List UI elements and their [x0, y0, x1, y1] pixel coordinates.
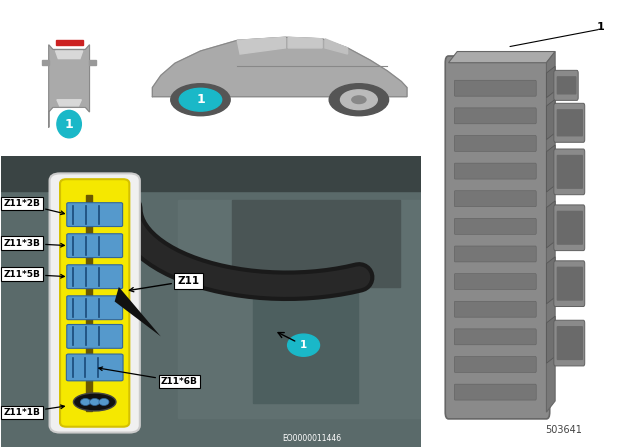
FancyBboxPatch shape — [557, 76, 577, 95]
Circle shape — [57, 110, 81, 138]
FancyBboxPatch shape — [67, 265, 123, 289]
Polygon shape — [237, 37, 285, 54]
Text: 1: 1 — [597, 22, 605, 32]
FancyBboxPatch shape — [454, 108, 536, 124]
Polygon shape — [547, 66, 555, 98]
Polygon shape — [325, 39, 348, 54]
Polygon shape — [56, 40, 83, 45]
Text: Z11*1B: Z11*1B — [3, 405, 65, 417]
FancyBboxPatch shape — [554, 149, 585, 195]
Circle shape — [99, 398, 109, 405]
FancyBboxPatch shape — [554, 320, 585, 366]
FancyBboxPatch shape — [454, 274, 536, 289]
Circle shape — [287, 334, 319, 356]
FancyBboxPatch shape — [454, 80, 536, 96]
FancyBboxPatch shape — [67, 324, 123, 348]
FancyBboxPatch shape — [557, 326, 583, 360]
FancyBboxPatch shape — [445, 56, 550, 419]
Polygon shape — [1, 156, 421, 447]
Polygon shape — [547, 145, 555, 192]
Ellipse shape — [74, 393, 116, 411]
Text: Z11*5B: Z11*5B — [3, 270, 64, 279]
Circle shape — [182, 90, 219, 110]
FancyBboxPatch shape — [554, 261, 585, 306]
Text: 503641: 503641 — [545, 426, 582, 435]
Polygon shape — [547, 52, 555, 412]
Polygon shape — [42, 60, 49, 65]
Polygon shape — [178, 200, 421, 418]
FancyBboxPatch shape — [454, 246, 536, 262]
Circle shape — [329, 84, 388, 116]
Polygon shape — [547, 316, 555, 363]
FancyBboxPatch shape — [554, 70, 578, 100]
Polygon shape — [56, 51, 83, 59]
FancyBboxPatch shape — [60, 179, 129, 426]
Polygon shape — [86, 195, 92, 411]
Circle shape — [81, 398, 90, 405]
FancyBboxPatch shape — [454, 329, 536, 345]
Polygon shape — [547, 201, 555, 248]
Circle shape — [171, 84, 230, 116]
FancyBboxPatch shape — [554, 205, 585, 250]
FancyBboxPatch shape — [557, 211, 583, 245]
Text: 1: 1 — [65, 117, 74, 131]
Circle shape — [193, 96, 207, 103]
FancyBboxPatch shape — [454, 163, 536, 179]
Text: Z11*2B: Z11*2B — [3, 199, 65, 215]
FancyBboxPatch shape — [454, 301, 536, 317]
Polygon shape — [90, 60, 96, 65]
FancyBboxPatch shape — [454, 218, 536, 234]
FancyBboxPatch shape — [67, 296, 123, 319]
Polygon shape — [57, 100, 81, 106]
Polygon shape — [547, 257, 555, 304]
Polygon shape — [115, 287, 161, 336]
FancyBboxPatch shape — [557, 109, 583, 137]
Polygon shape — [547, 99, 555, 140]
FancyBboxPatch shape — [454, 135, 536, 151]
Circle shape — [352, 96, 366, 103]
Text: Z11*6B: Z11*6B — [99, 367, 198, 386]
Circle shape — [340, 90, 377, 110]
FancyBboxPatch shape — [49, 173, 140, 433]
Text: EO0000011446: EO0000011446 — [282, 434, 342, 443]
FancyBboxPatch shape — [557, 267, 583, 301]
FancyBboxPatch shape — [557, 155, 583, 189]
Circle shape — [90, 398, 100, 405]
Polygon shape — [288, 37, 322, 48]
FancyBboxPatch shape — [67, 354, 123, 381]
FancyBboxPatch shape — [554, 103, 585, 142]
Polygon shape — [49, 45, 90, 127]
Polygon shape — [152, 37, 407, 97]
FancyBboxPatch shape — [454, 191, 536, 207]
FancyBboxPatch shape — [454, 357, 536, 372]
Text: Z11*3B: Z11*3B — [3, 239, 64, 248]
Polygon shape — [449, 52, 555, 63]
FancyBboxPatch shape — [454, 384, 536, 400]
Text: 1: 1 — [196, 93, 205, 106]
Text: 1: 1 — [300, 340, 307, 350]
Circle shape — [179, 88, 221, 111]
FancyBboxPatch shape — [67, 234, 123, 258]
Polygon shape — [1, 156, 421, 191]
Polygon shape — [253, 287, 358, 403]
Text: Z11: Z11 — [129, 276, 200, 292]
FancyBboxPatch shape — [67, 202, 123, 227]
Polygon shape — [232, 200, 400, 287]
